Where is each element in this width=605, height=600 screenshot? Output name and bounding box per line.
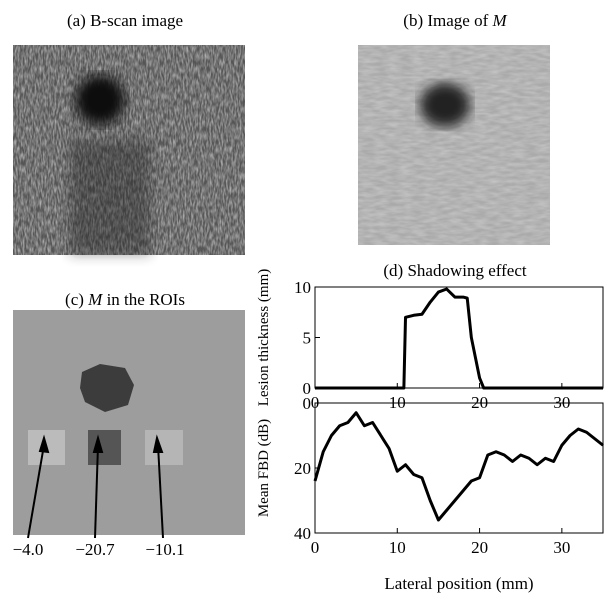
plot-frame	[314, 402, 604, 534]
panel-title: (b) Image of M	[403, 11, 507, 30]
x-axis-label: Lateral position (mm)	[384, 574, 533, 593]
y-axis-label: Lesion thickness (mm)	[256, 269, 272, 406]
roi-value: −10.1	[145, 540, 184, 559]
y-axis-label: Mean FBD (dB)	[256, 419, 272, 517]
panel-a-image	[13, 45, 245, 255]
plot-frame	[314, 286, 604, 389]
x-tick-label: 20	[471, 538, 488, 557]
y-tick-label: 5	[303, 329, 312, 348]
y-tick-label: 40	[294, 524, 311, 543]
y-tick-label: 10	[294, 278, 311, 297]
panel-c-image	[13, 310, 245, 539]
panel-title: (d) Shadowing effect	[383, 261, 526, 280]
roi-value: −20.7	[75, 540, 115, 559]
y-tick-label: 0	[303, 379, 312, 398]
panel-title: (a) B-scan image	[67, 11, 183, 30]
data-line	[313, 411, 604, 522]
x-tick-label: 10	[389, 538, 406, 557]
x-tick-label: 0	[311, 538, 320, 557]
data-line	[315, 287, 603, 390]
panel-title: (c) M in the ROIs	[65, 290, 185, 309]
roi-value: −4.0	[13, 540, 44, 559]
y-tick-label: 0	[303, 394, 312, 413]
panel-b-image	[358, 45, 550, 245]
y-tick-label: 20	[294, 459, 311, 478]
x-tick-label: 30	[553, 538, 570, 557]
